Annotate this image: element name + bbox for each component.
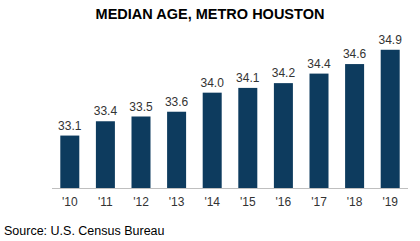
- chart-container: MEDIAN AGE, METRO HOUSTON 33.1 33.4 33.5 33.…: [0, 0, 420, 241]
- bar: [132, 117, 151, 189]
- x-tick-label: '15: [240, 195, 256, 209]
- data-label: 34.6: [343, 47, 367, 61]
- bar: [167, 112, 186, 188]
- bar: [310, 74, 329, 188]
- bar: [203, 93, 222, 188]
- data-label: 33.1: [58, 119, 82, 133]
- bar: [381, 50, 400, 188]
- x-tick-label: '11: [98, 195, 113, 209]
- x-tick-label: '16: [276, 195, 292, 209]
- data-label: 33.6: [165, 95, 189, 109]
- x-tick-label: '13: [169, 195, 185, 209]
- data-label: 33.4: [94, 104, 118, 118]
- data-label: 34.1: [236, 71, 260, 85]
- chart-svg: MEDIAN AGE, METRO HOUSTON 33.1 33.4 33.5 33.…: [0, 0, 420, 241]
- x-axis: [52, 188, 408, 189]
- title: MEDIAN AGE, METRO HOUSTON: [96, 6, 325, 22]
- x-tick-label: '10: [62, 195, 78, 209]
- bar: [60, 136, 79, 188]
- bar: [345, 64, 364, 188]
- data-label: 34.0: [201, 76, 225, 90]
- data-label: 34.4: [307, 57, 331, 71]
- bars: [60, 50, 399, 188]
- bar: [274, 83, 293, 188]
- x-tick-label: '17: [311, 195, 327, 209]
- data-label: 34.9: [379, 33, 403, 47]
- source-note: Source: U.S. Census Bureau: [4, 224, 165, 238]
- data-label: 34.2: [272, 66, 296, 80]
- x-tick-label: '19: [382, 195, 398, 209]
- bar: [96, 121, 115, 188]
- bar: [238, 88, 257, 188]
- x-tick-label: '14: [204, 195, 220, 209]
- data-label: 33.5: [129, 100, 153, 114]
- x-tick-label: '18: [347, 195, 363, 209]
- x-tick-label: '12: [133, 195, 149, 209]
